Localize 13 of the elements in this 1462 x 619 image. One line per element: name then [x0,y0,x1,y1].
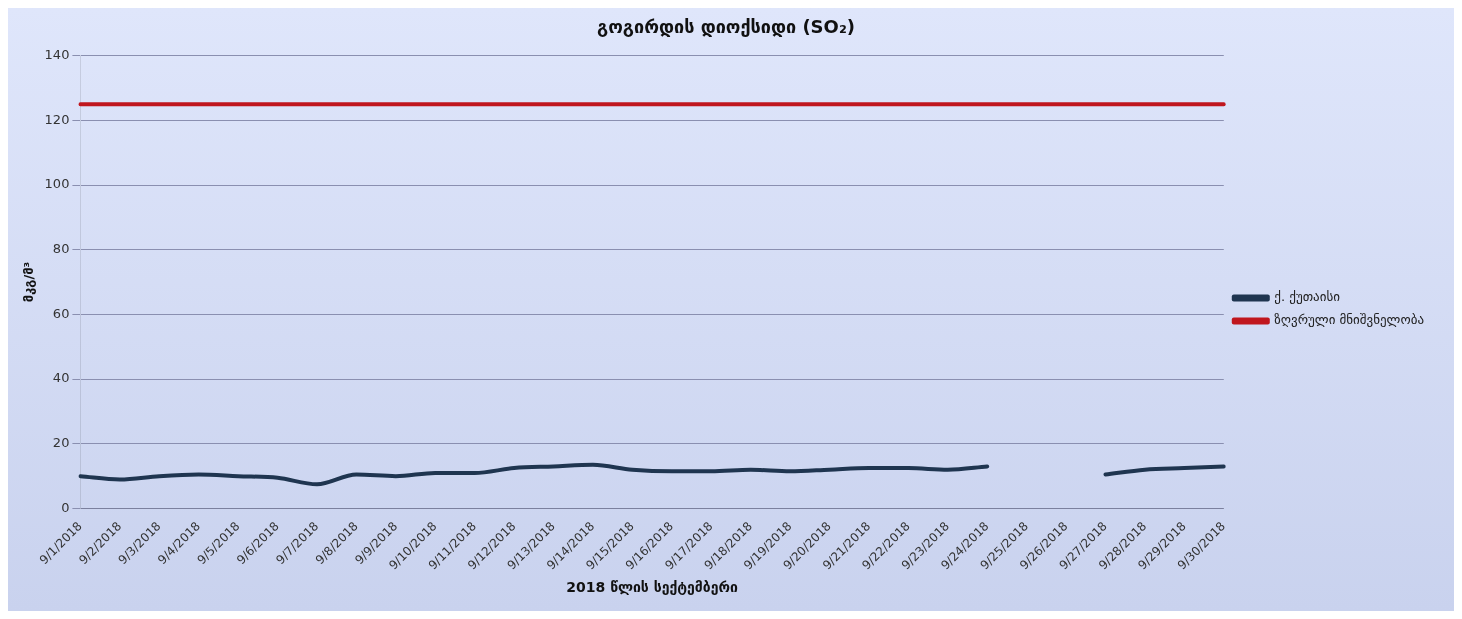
chart-title: გოგირდის დიოქსიდი (SO₂) [597,16,855,38]
y-tick-label: 120 [44,111,70,127]
y-tick-label: 0 [61,499,70,515]
y-tick-label: 20 [52,435,70,451]
y-tick-label: 100 [44,176,70,192]
x-axis-title: 2018 წლის სექტემბერი [566,579,738,596]
legend-label: ზღვრული მნიშვნელობა [1274,312,1424,328]
y-tick-label: 80 [52,241,70,257]
y-tick-label: 40 [52,370,70,386]
y-axis-title: მკგ/მ³ [21,261,37,303]
y-tick-label: 60 [52,305,70,321]
legend-label: ქ. ქუთაისი [1274,289,1341,305]
y-tick-label: 140 [44,46,70,62]
